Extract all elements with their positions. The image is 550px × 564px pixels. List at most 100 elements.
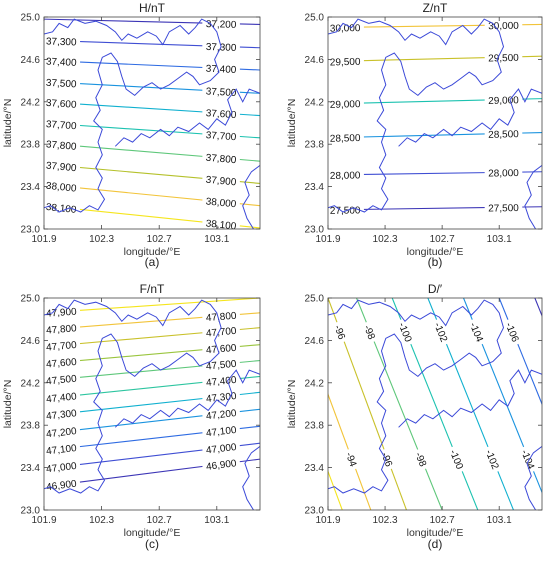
svg-text:29,000: 29,000	[488, 95, 519, 107]
y-tick-label: 24.6	[305, 336, 325, 347]
contour-label: 38,000	[44, 178, 81, 195]
contour-label: 47,400	[201, 372, 241, 389]
y-axis-label: latitude/°N	[2, 380, 14, 429]
contour-label: 47,700	[201, 323, 241, 340]
svg-text:37,800: 37,800	[205, 153, 237, 167]
svg-text:47,200: 47,200	[46, 426, 78, 440]
boundary-outline	[44, 18, 222, 213]
svg-text:47,600: 47,600	[206, 343, 238, 357]
svg-text:37,700: 37,700	[46, 119, 78, 132]
x-tick-label: 102.3	[373, 234, 398, 245]
y-tick-label: 24.6	[21, 55, 41, 66]
x-tick-label: 102.3	[373, 515, 398, 526]
y-tick-label: 24.2	[21, 378, 41, 389]
boundary-outline	[328, 299, 505, 494]
boundary-outline	[44, 299, 222, 494]
svg-text:37,400: 37,400	[206, 64, 237, 76]
svg-text:47,000: 47,000	[205, 442, 237, 457]
y-tick-label: 25.0	[21, 294, 41, 305]
svg-text:-96: -96	[331, 324, 346, 342]
x-tick-label: 103.1	[204, 234, 229, 245]
axes-frame	[43, 16, 261, 230]
contour-label: 37,500	[202, 84, 241, 99]
contour-label: -106	[502, 317, 524, 347]
contour-label: 47,600	[44, 354, 81, 371]
svg-text:38,100: 38,100	[205, 218, 237, 232]
svg-text:28,500: 28,500	[488, 129, 519, 141]
contour-label: 46,900	[201, 455, 241, 473]
svg-text:47,700: 47,700	[206, 326, 238, 340]
boundary-outline	[114, 369, 260, 428]
svg-text:-94: -94	[343, 451, 358, 469]
x-tick-label: 101.9	[315, 515, 340, 526]
contour-label: 47,700	[44, 337, 81, 354]
panel-c: F/nT 47,900 47,800 47,800 47,700 47,700 47,600…	[2, 282, 261, 551]
contour-label: 29,500	[328, 54, 365, 68]
svg-text:37,200: 37,200	[206, 19, 237, 31]
y-tick-label: 23.4	[21, 463, 41, 474]
svg-text:37,300: 37,300	[206, 42, 237, 54]
x-axis-label: longitude/°E	[124, 527, 181, 539]
svg-text:47,100: 47,100	[46, 443, 78, 457]
contour-label: -104	[466, 317, 488, 347]
x-tick-label: 103.1	[204, 515, 229, 526]
y-tick-label: 23.0	[21, 506, 41, 517]
contour-label: 28,500	[328, 130, 365, 145]
contour-label: 28,500	[484, 127, 523, 141]
svg-text:47,500: 47,500	[206, 359, 238, 373]
boundary-outline	[398, 88, 542, 147]
svg-text:47,500: 47,500	[46, 374, 78, 388]
contour-label: 37,900	[44, 158, 81, 174]
svg-text:37,600: 37,600	[205, 108, 237, 121]
y-tick-label: 23.0	[305, 225, 325, 236]
svg-text:28,000: 28,000	[488, 168, 519, 179]
panel-title: F/nT	[140, 282, 165, 296]
axes-frame	[327, 16, 543, 230]
y-tick-label: 23.8	[305, 140, 325, 151]
svg-text:47,300: 47,300	[46, 408, 78, 422]
contour-label: 47,500	[201, 356, 241, 373]
panel-title: D/′	[428, 282, 443, 296]
y-tick-label: 23.8	[305, 421, 325, 432]
contour-label: 27,500	[484, 201, 523, 215]
y-tick-label: 24.2	[21, 97, 41, 108]
contour-label: -96	[378, 447, 397, 471]
svg-text:28,500: 28,500	[330, 133, 361, 145]
contour-label: 37,800	[201, 150, 241, 167]
panel-caption: (c)	[145, 537, 159, 551]
svg-text:37,500: 37,500	[205, 86, 237, 99]
contour-label: 47,000	[201, 439, 241, 457]
y-axis-label: latitude/°N	[286, 99, 298, 148]
boundary-outline	[524, 164, 542, 229]
svg-text:46,900: 46,900	[46, 479, 78, 494]
contour-label: 37,300	[44, 34, 81, 48]
y-tick-label: 23.4	[21, 182, 41, 193]
svg-text:38,100: 38,100	[45, 202, 77, 216]
svg-text:29,500: 29,500	[488, 53, 519, 65]
panel-a: H/nT 37,200 37,300 37,300 37,400 37,400 37,500…	[2, 1, 261, 269]
contour-label: 47,100	[201, 422, 241, 439]
contour-line	[328, 392, 372, 510]
contour-label: 38,000	[201, 194, 241, 210]
contour-label: 37,400	[202, 61, 241, 76]
y-axis-label: latitude/°N	[2, 99, 14, 148]
x-tick-label: 102.7	[147, 515, 172, 526]
svg-text:47,400: 47,400	[205, 375, 237, 389]
contour-label: -100	[395, 317, 417, 347]
svg-text:37,800: 37,800	[45, 139, 77, 153]
svg-text:47,200: 47,200	[205, 408, 237, 422]
x-tick-label: 101.9	[315, 234, 340, 245]
contour-line	[328, 469, 343, 510]
svg-text:-98: -98	[361, 324, 377, 342]
svg-text:47,400: 47,400	[46, 391, 78, 405]
plot-area: -94-96-96-98-98-100-100-102-102-104-104-…	[328, 298, 542, 510]
contour-line	[534, 298, 542, 318]
svg-text:47,300: 47,300	[205, 391, 237, 405]
contour-label: 47,600	[201, 340, 241, 357]
contour-label: 37,900	[201, 172, 241, 188]
contour-label: 29,500	[484, 50, 523, 65]
y-tick-label: 23.0	[305, 506, 325, 517]
panel-title: Z/nT	[423, 1, 448, 15]
panel-caption: (a)	[145, 255, 160, 269]
svg-text:47,700: 47,700	[46, 340, 78, 354]
